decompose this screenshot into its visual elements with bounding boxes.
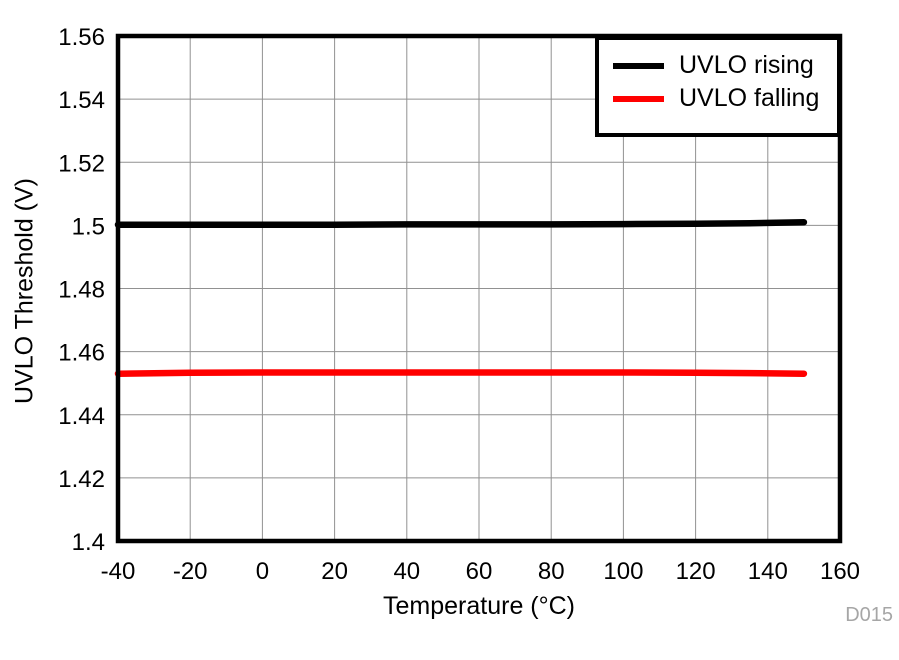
x-tick-label: 160 <box>820 558 860 585</box>
legend-swatch-uvlo-rising-line <box>613 62 664 69</box>
legend-item-uvlo-falling: UVLO falling <box>599 82 837 115</box>
x-tick-label: 40 <box>393 558 420 585</box>
series-line-uvlo-rising <box>114 218 808 228</box>
legend-item-uvlo-rising: UVLO rising <box>599 49 837 82</box>
x-tick-label: 0 <box>256 558 269 585</box>
y-tick-label: 1.46 <box>58 340 105 367</box>
x-tick-label: 60 <box>466 558 493 585</box>
x-tick-label: -20 <box>173 558 208 585</box>
x-tick-label: 120 <box>676 558 716 585</box>
y-axis-title: UVLO Threshold (V) <box>10 177 39 405</box>
x-tick-label: 80 <box>538 558 565 585</box>
y-tick-label: 1.42 <box>58 466 105 493</box>
legend-label-uvlo-rising: UVLO rising <box>679 51 814 79</box>
x-tick-label: 140 <box>748 558 788 585</box>
legend: UVLO rising UVLO falling <box>595 36 841 137</box>
y-tick-label: 1.44 <box>58 403 105 430</box>
plot-id-watermark: D015 <box>845 604 893 626</box>
y-tick-label: 1.56 <box>58 24 105 51</box>
y-tick-label: 1.52 <box>58 150 105 177</box>
x-tick-label: -40 <box>101 558 136 585</box>
x-tick-label: 20 <box>321 558 348 585</box>
y-tick-label: 1.4 <box>72 529 105 556</box>
y-tick-label: 1.48 <box>58 277 105 304</box>
legend-swatch-uvlo-falling-line <box>613 95 664 102</box>
y-tick-label: 1.5 <box>72 213 105 240</box>
legend-label-uvlo-falling: UVLO falling <box>679 84 820 112</box>
x-tick-label: 100 <box>603 558 643 585</box>
plot-border <box>115 33 843 544</box>
series-line-uvlo-falling <box>114 369 808 377</box>
x-axis-title: Temperature (°C) <box>383 592 575 620</box>
y-tick-label: 1.54 <box>58 87 105 114</box>
